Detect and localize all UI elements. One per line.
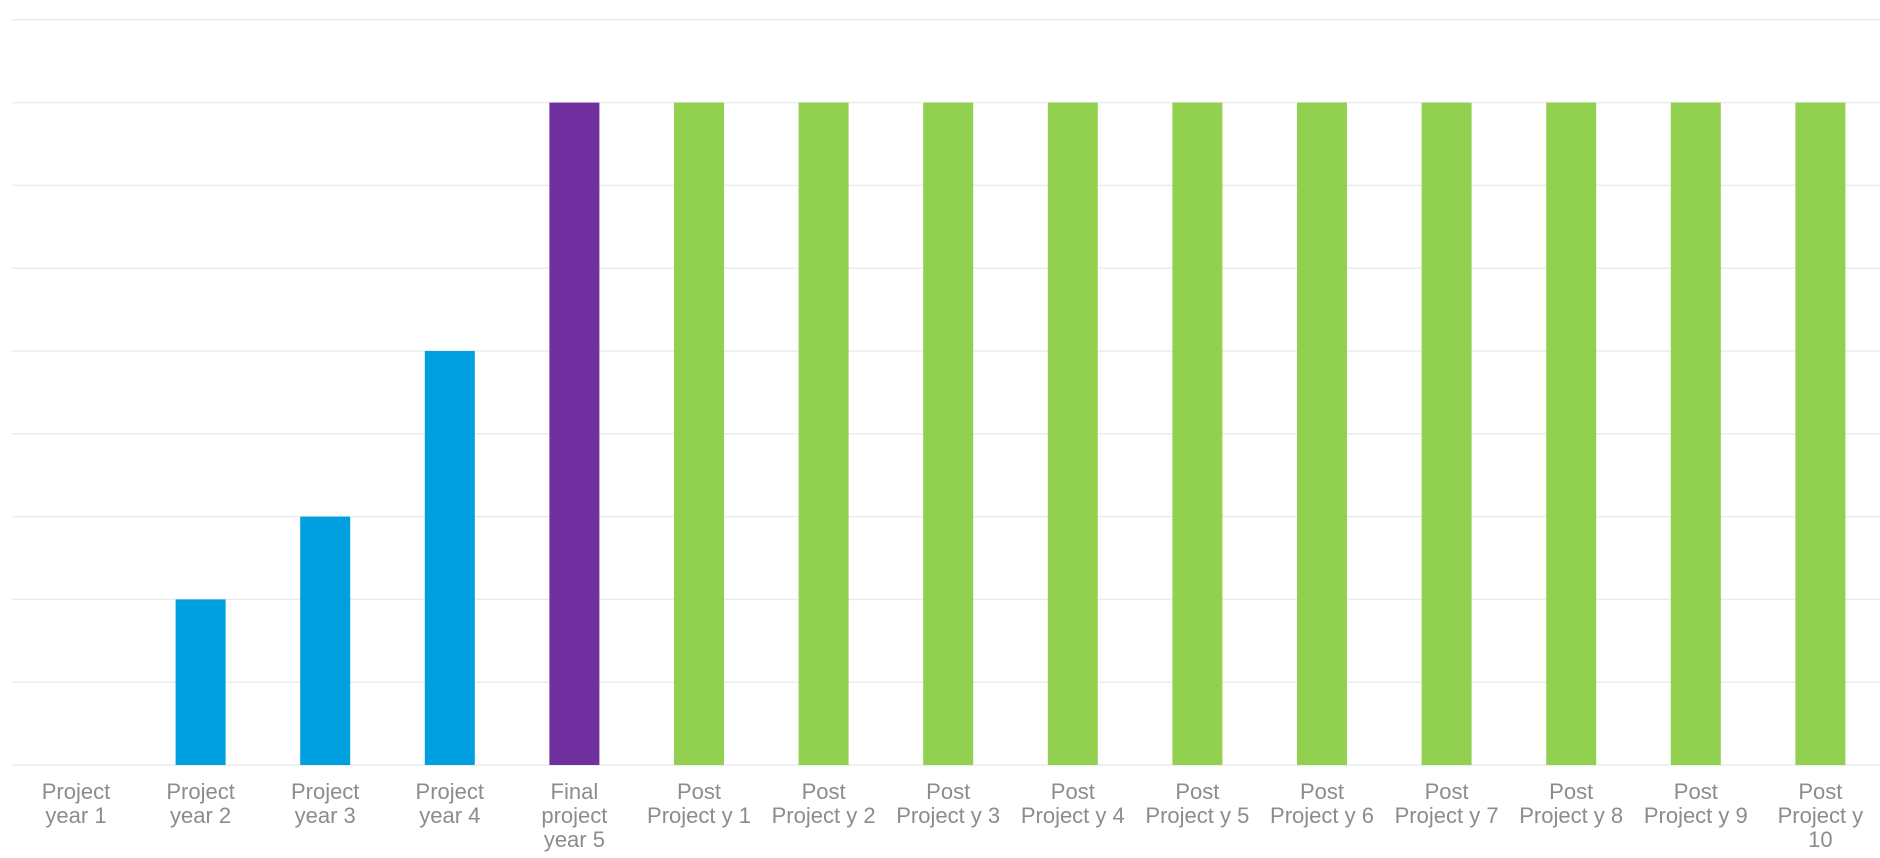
x-tick-label: Final project year 5: [541, 779, 607, 852]
bar: [1546, 102, 1597, 766]
bar: [424, 351, 475, 765]
bar: [300, 516, 351, 765]
x-tick-label: Project year 3: [291, 779, 359, 828]
x-tick-label: Project year 1: [42, 779, 110, 828]
x-tick-label: Post Project y 2: [772, 779, 876, 828]
bar: [1795, 102, 1846, 766]
bar: [1047, 102, 1098, 766]
bar: [1670, 102, 1721, 766]
x-tick-label: Post Project y 6: [1270, 779, 1374, 828]
x-axis-labels: Project year 1 Project year 2 Project year 3 P…: [42, 779, 1863, 852]
bar: [1297, 102, 1347, 766]
x-tick-label: Post Project y 3: [896, 779, 1000, 828]
x-tick-label: Post Project y 7: [1395, 779, 1499, 828]
x-tick-label: Post Project y 1: [647, 779, 751, 828]
x-tick-label: Post Project y 4: [1021, 779, 1125, 828]
x-tick-label: Post Project y 9: [1644, 779, 1748, 828]
x-tick-label: Post Project y 5: [1145, 779, 1249, 828]
x-tick-label: Project year 4: [416, 779, 484, 828]
x-tick-label: Post Project y 8: [1519, 779, 1623, 828]
bar: [175, 599, 226, 765]
x-tick-label: Post Project y 10: [1778, 779, 1864, 852]
bar: [549, 102, 600, 766]
bars: [175, 102, 1846, 766]
bar: [923, 102, 974, 766]
bar: [674, 102, 724, 766]
bar: [1172, 102, 1223, 766]
bar: [798, 102, 849, 766]
bar: [1421, 102, 1472, 766]
x-tick-label: Project year 2: [166, 779, 234, 828]
